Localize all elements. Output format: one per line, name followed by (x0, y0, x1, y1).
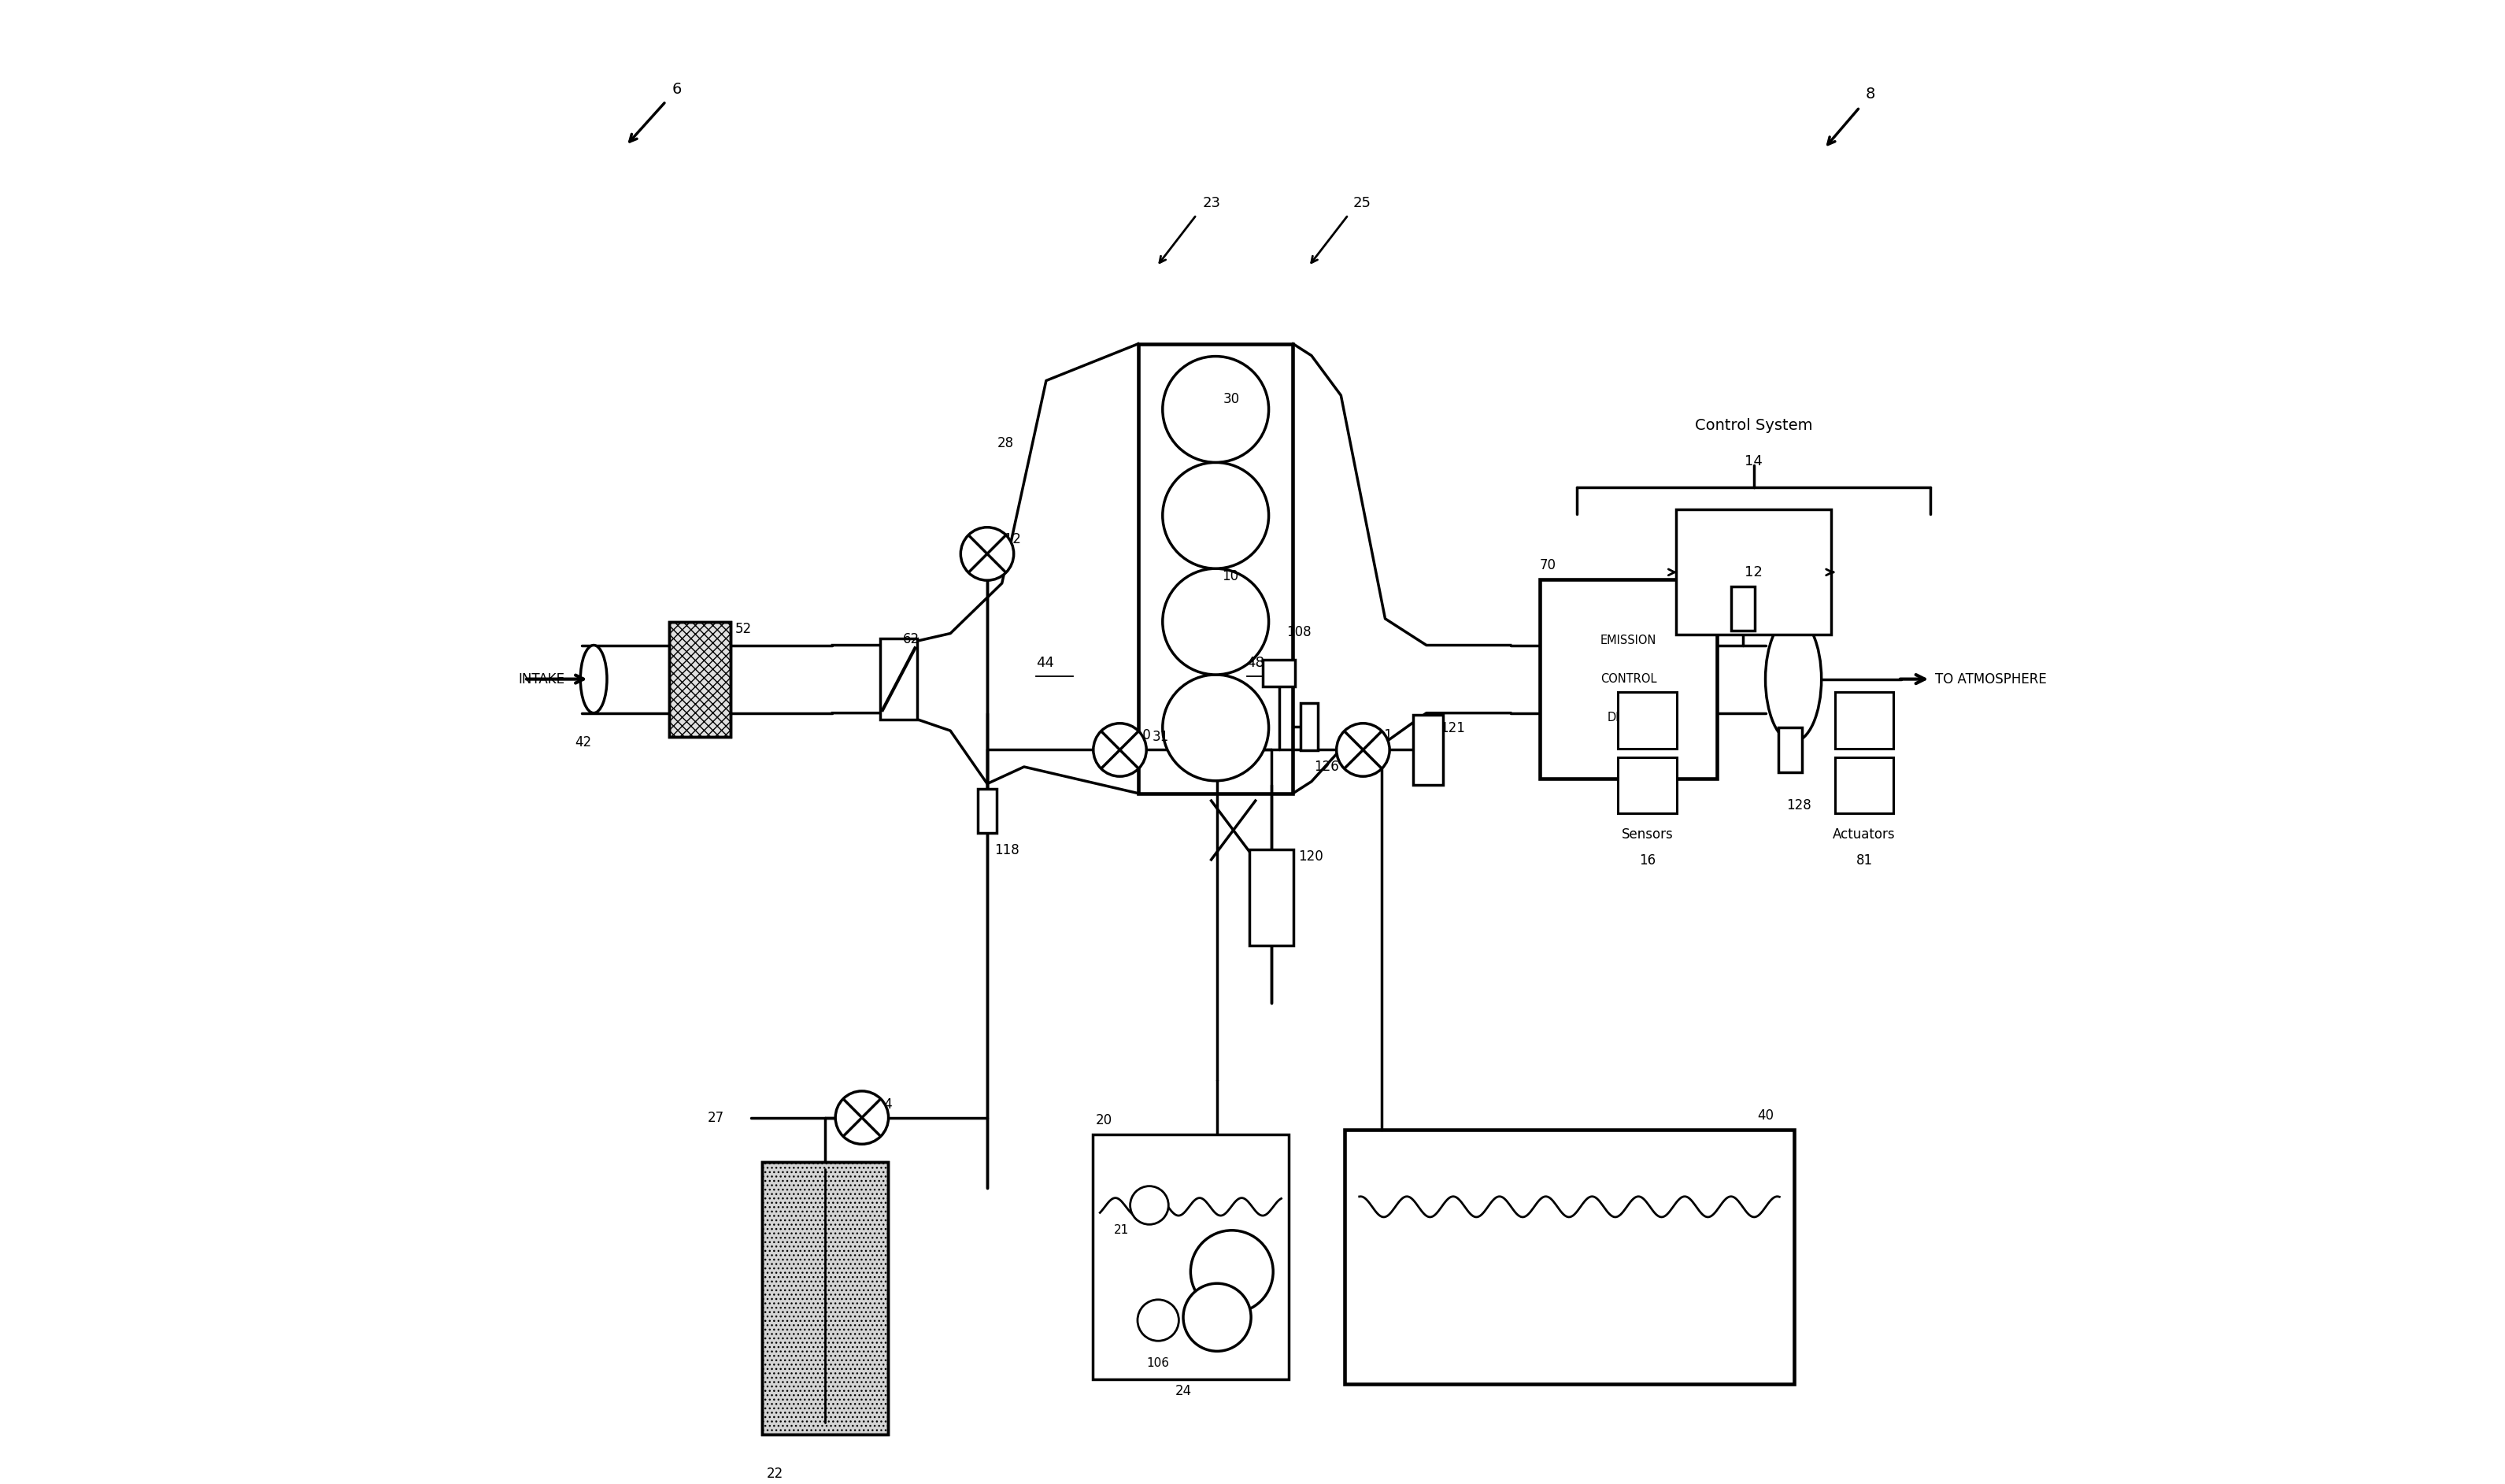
Text: 126: 126 (1313, 760, 1338, 773)
Bar (1834, 757, 1894, 813)
Text: 10: 10 (1222, 568, 1237, 583)
Bar (762, 1162, 887, 1435)
Bar (1345, 1131, 1794, 1383)
Bar (1618, 693, 1676, 748)
Text: 108: 108 (1288, 625, 1310, 640)
Text: 48: 48 (1247, 656, 1265, 671)
Text: 25: 25 (1353, 196, 1370, 211)
Circle shape (1162, 568, 1268, 675)
Text: 52: 52 (734, 622, 752, 635)
Circle shape (1092, 723, 1147, 776)
Text: 21: 21 (1115, 1224, 1130, 1236)
Text: 120: 120 (1298, 849, 1323, 864)
Text: 20: 20 (1095, 1113, 1112, 1128)
Text: 40: 40 (1759, 1109, 1774, 1123)
Bar (879, 638, 917, 720)
Bar (762, 1162, 887, 1435)
Circle shape (834, 1091, 889, 1144)
Text: DEVICE: DEVICE (1608, 711, 1651, 723)
Circle shape (1137, 1300, 1180, 1342)
Text: Sensors: Sensors (1621, 827, 1673, 841)
Text: Actuators: Actuators (1834, 827, 1896, 841)
Text: 114: 114 (867, 1098, 892, 1112)
Text: 66: 66 (1247, 871, 1265, 886)
Text: 30: 30 (1222, 392, 1240, 407)
Bar (1541, 580, 1716, 779)
Circle shape (1190, 1230, 1273, 1313)
Circle shape (1162, 356, 1268, 463)
Text: 23: 23 (1202, 196, 1220, 211)
Text: 110: 110 (1125, 729, 1150, 742)
Text: 31: 31 (1152, 730, 1170, 743)
Bar (977, 789, 997, 833)
Ellipse shape (1766, 616, 1821, 742)
Text: 18: 18 (1235, 1284, 1252, 1298)
Circle shape (1182, 1284, 1250, 1352)
Text: 106: 106 (1147, 1356, 1170, 1368)
Circle shape (1338, 723, 1390, 776)
Ellipse shape (581, 646, 606, 712)
Text: 121: 121 (1440, 721, 1465, 735)
Text: Control System: Control System (1696, 418, 1814, 433)
Circle shape (962, 527, 1015, 580)
Text: EMISSION: EMISSION (1601, 635, 1656, 647)
Text: 42: 42 (574, 735, 591, 749)
Text: 128: 128 (1786, 798, 1811, 813)
Text: TO ATMOSPHERE: TO ATMOSPHERE (1934, 672, 2047, 686)
Text: 111: 111 (1368, 729, 1393, 742)
Bar (1263, 660, 1295, 687)
Bar (1137, 344, 1293, 794)
Bar (669, 622, 731, 736)
Text: 22: 22 (767, 1466, 784, 1481)
Circle shape (1162, 675, 1268, 781)
Text: 28: 28 (997, 436, 1015, 450)
Text: 24: 24 (1175, 1383, 1192, 1398)
Circle shape (1162, 463, 1268, 568)
Text: 27: 27 (706, 1110, 724, 1125)
Text: 41: 41 (1217, 1276, 1235, 1291)
Bar (1250, 849, 1293, 945)
Bar (1676, 509, 1831, 635)
Bar (1413, 714, 1443, 785)
Bar (669, 622, 731, 736)
Text: 12: 12 (1743, 565, 1764, 579)
Text: 70: 70 (1541, 558, 1556, 573)
Text: 62: 62 (904, 632, 919, 647)
Text: 118: 118 (994, 843, 1020, 858)
Text: 8: 8 (1866, 86, 1876, 101)
Bar (1834, 693, 1894, 748)
Text: 44: 44 (1037, 656, 1055, 671)
Text: 129: 129 (1738, 546, 1764, 559)
Circle shape (1130, 1186, 1167, 1224)
Text: 14: 14 (1743, 454, 1764, 469)
Bar (1731, 586, 1756, 631)
Bar (1779, 727, 1801, 772)
Text: 6: 6 (671, 82, 681, 96)
Bar (1618, 757, 1676, 813)
Text: INTAKE: INTAKE (519, 672, 566, 686)
Text: 112: 112 (997, 533, 1022, 546)
Text: 35: 35 (1816, 591, 1831, 605)
Bar (1300, 703, 1318, 751)
Text: 16: 16 (1638, 853, 1656, 868)
Bar (1092, 1135, 1288, 1379)
Text: CONTROL: CONTROL (1601, 674, 1656, 686)
Text: 81: 81 (1856, 853, 1871, 868)
